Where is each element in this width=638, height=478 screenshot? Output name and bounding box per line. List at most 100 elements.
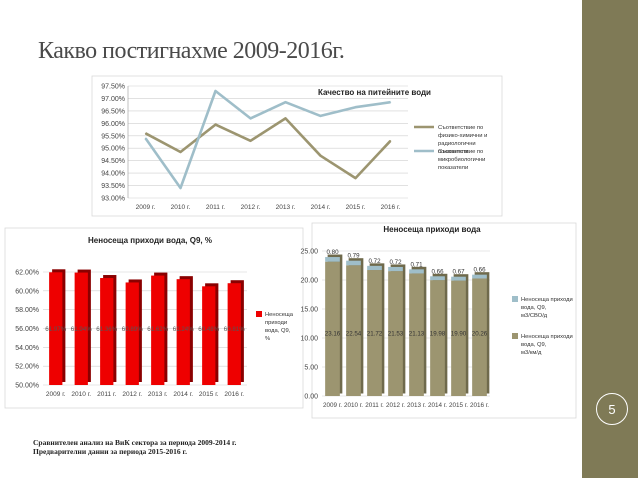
x-tick-label: 2014 г. (173, 391, 193, 398)
bar-km (367, 270, 382, 396)
y-tick-label: 50.00% (15, 383, 39, 390)
chart-title: Неносеща приходи вода (383, 225, 481, 234)
data-label: 61.62% (147, 326, 168, 333)
legend-label: микробиологични (438, 157, 485, 163)
x-tick-label: 2015 г. (199, 391, 219, 398)
bar (176, 279, 190, 385)
bar-svo (472, 274, 487, 279)
data-point (249, 140, 252, 142)
data-label-svo: 0.79 (347, 253, 360, 260)
data-point (179, 151, 182, 153)
chart-frame (4, 227, 304, 409)
bar (151, 275, 165, 385)
y-tick-label: 0.00 (304, 394, 318, 401)
x-tick-label: 2013 г. (276, 204, 296, 211)
bar-svo (388, 266, 403, 272)
data-point (179, 187, 182, 189)
legend-label: вода, Q9, (521, 305, 547, 311)
bar-km (451, 280, 466, 396)
legend-label: м3/СВО/д (521, 313, 548, 319)
data-label-svo: 0.71 (410, 261, 423, 268)
chart-frame (91, 75, 503, 217)
legend-label: физико-химични и (438, 133, 487, 139)
y-tick-label: 25.00 (300, 249, 318, 256)
series-line-1 (144, 117, 392, 180)
bar-km (430, 280, 445, 396)
data-label-svo: 0.72 (368, 258, 381, 265)
data-point (284, 117, 287, 119)
legend-swatch (256, 311, 262, 317)
y-tick-label: 95.50% (101, 133, 125, 140)
data-label-svo: 0.66 (473, 267, 486, 274)
data-point (144, 137, 147, 139)
legend-label: радиологични (438, 141, 476, 147)
x-tick-label: 2016 г. (470, 402, 489, 409)
y-tick-label: 58.00% (15, 307, 39, 314)
legend-label: Съответствие по (438, 149, 483, 155)
x-tick-label: 2015 г. (449, 402, 468, 409)
y-tick-label: 52.00% (15, 364, 39, 371)
legend-label: м3/км/д (521, 350, 542, 356)
bar-km (409, 273, 424, 396)
data-point (354, 106, 357, 108)
bar-svo (325, 257, 340, 262)
x-tick-label: 2010 г. (171, 204, 191, 211)
bar-svo (430, 276, 445, 281)
bar (227, 283, 241, 385)
legend-label: приходи (265, 320, 287, 326)
y-tick-label: 94.50% (101, 158, 125, 165)
x-tick-label: 2014 г. (311, 204, 331, 211)
bar-km (346, 265, 361, 396)
bar-svo (451, 276, 466, 281)
bar-km (388, 271, 403, 396)
y-tick-label: 93.50% (101, 183, 125, 190)
y-tick-label: 97.00% (101, 96, 125, 103)
y-tick-label: 96.00% (101, 121, 125, 128)
bar (74, 272, 88, 385)
legend-label: Неносеща (265, 312, 294, 318)
y-tick-label: 62.00% (15, 270, 39, 277)
data-point (389, 140, 392, 142)
footnote-preliminary: Предварителни данни за периода 2015-2016… (33, 447, 187, 456)
legend-swatch (512, 296, 518, 302)
data-point (319, 155, 322, 157)
y-tick-label: 56.00% (15, 326, 39, 333)
x-tick-label: 2011 г. (365, 402, 384, 409)
series-line-2 (144, 89, 391, 190)
legend-label: показатели (438, 165, 468, 171)
data-label-km: 21.53 (388, 331, 404, 338)
bar-svo (346, 260, 361, 266)
x-tick-label: 2009 г. (136, 204, 156, 211)
x-tick-label: 2009 г. (323, 402, 342, 409)
bar-km (472, 278, 487, 396)
data-point (284, 101, 287, 103)
bar (202, 286, 216, 385)
y-tick-label: 10.00 (300, 336, 318, 343)
x-tick-label: 2013 г. (148, 391, 168, 398)
x-tick-label: 2011 г. (97, 391, 116, 398)
data-label-svo: 0.72 (389, 259, 402, 266)
data-label: 60.89% (122, 326, 143, 333)
data-label: 61.36% (96, 326, 117, 333)
legend-label: вода, Q9, (521, 342, 547, 348)
y-tick-label: 95.00% (101, 146, 125, 153)
y-tick-label: 97.50% (101, 84, 125, 91)
data-label-km: 23.16 (325, 331, 341, 338)
x-tick-label: 2016 г. (224, 391, 244, 398)
x-tick-label: 2009 г. (46, 391, 66, 398)
data-point (389, 101, 392, 103)
legend-label: вода, Q9, (265, 328, 291, 334)
data-label-svo: 0.66 (431, 268, 444, 275)
chart-title: Качество на питейните води (318, 88, 431, 97)
page-number: 5 (596, 393, 628, 425)
data-label-svo: 0.80 (326, 249, 339, 256)
data-label: 61.24% (173, 326, 194, 333)
data-label: 60.81% (224, 326, 245, 333)
bar-svo (367, 265, 382, 271)
x-tick-label: 2016 г. (381, 204, 401, 211)
legend-label: Неносеща приходи (521, 297, 573, 303)
data-label-km: 21.13 (409, 331, 425, 338)
y-tick-label: 20.00 (300, 278, 318, 285)
data-label-km: 20.26 (472, 331, 488, 338)
bar (125, 282, 139, 385)
